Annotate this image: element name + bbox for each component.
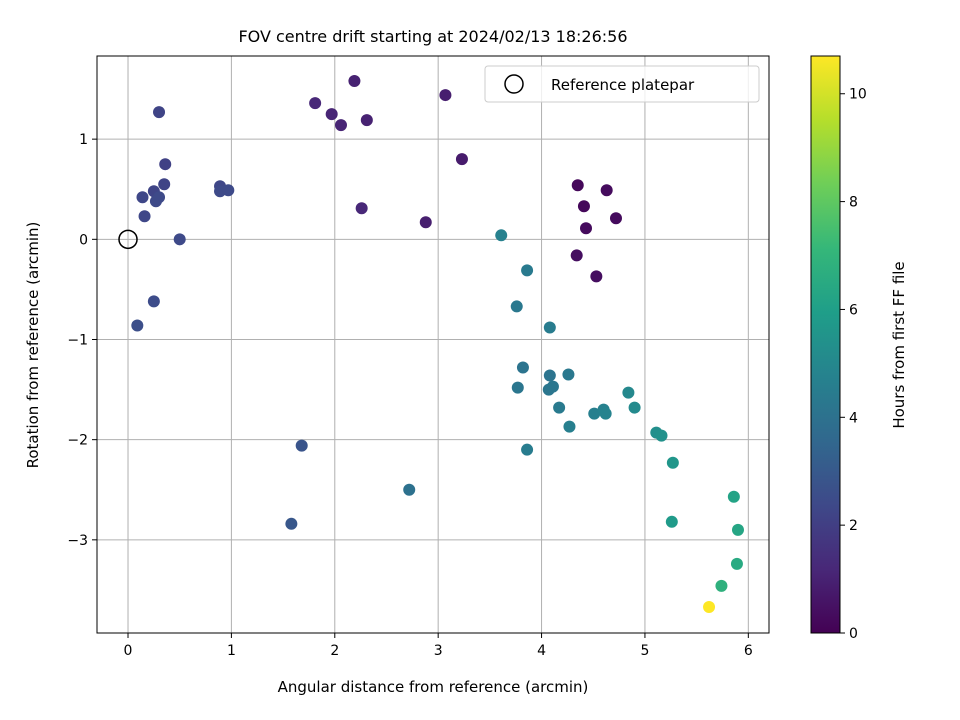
colorbar-tick-label: 4 — [849, 410, 858, 426]
x-tick-label: 4 — [537, 643, 546, 659]
scatter-point — [360, 114, 373, 127]
scatter-point — [715, 579, 728, 592]
scatter-point — [577, 200, 590, 213]
scatter-point — [521, 443, 534, 456]
y-tick-label: −3 — [67, 533, 88, 549]
scatter-point — [731, 523, 744, 536]
colorbar-ticks: 0 2 4 6 8 10 — [840, 87, 867, 642]
scatter-point — [403, 483, 416, 496]
scatter-point — [355, 202, 368, 215]
y-tick-label: 0 — [79, 232, 88, 248]
scatter-point — [590, 270, 603, 283]
scatter-point — [516, 361, 529, 374]
scatter-point — [309, 97, 322, 110]
scatter-point — [419, 216, 432, 229]
scatter-point — [543, 321, 556, 334]
y-axis-ticks: −3 −2 −1 0 1 — [67, 132, 97, 549]
scatter-point — [588, 407, 601, 420]
scatter-point — [542, 383, 555, 396]
scatter-point — [580, 222, 593, 235]
colorbar-tick-label: 2 — [849, 518, 858, 534]
scatter-point — [571, 179, 584, 192]
scatter-points — [131, 75, 744, 613]
scatter-point — [325, 108, 338, 121]
scatter-point — [495, 229, 508, 242]
scatter-point — [628, 401, 641, 414]
scatter-point — [173, 233, 186, 246]
colorbar-tick-label: 0 — [849, 626, 858, 642]
x-tick-label: 0 — [124, 643, 133, 659]
scatter-point — [455, 153, 468, 166]
scatter-point — [543, 369, 556, 382]
x-tick-label: 5 — [640, 643, 649, 659]
y-tick-label: −1 — [67, 332, 88, 348]
x-axis-ticks: 0 1 2 3 4 5 6 — [124, 633, 753, 659]
scatter-point — [149, 195, 162, 208]
scatter-point — [136, 191, 149, 204]
y-tick-label: 1 — [79, 132, 88, 148]
scatter-point — [222, 184, 235, 197]
scatter-point — [521, 264, 534, 277]
legend-label: Reference platepar — [551, 76, 695, 94]
scatter-point — [665, 515, 678, 528]
scatter-point — [727, 490, 740, 503]
y-tick-label: −2 — [67, 433, 88, 449]
reference-platepar-marker — [118, 229, 138, 250]
scatter-point — [334, 119, 347, 132]
scatter-point — [147, 295, 160, 308]
scatter-point — [730, 557, 743, 570]
scatter-point — [348, 75, 361, 88]
grid — [97, 56, 769, 633]
colorbar-label: Hours from first FF file — [890, 261, 908, 428]
scatter-point — [553, 401, 566, 414]
scatter-point — [510, 300, 523, 313]
legend-box — [484, 65, 760, 103]
scatter-point — [285, 517, 298, 530]
x-tick-label: 6 — [744, 643, 753, 659]
colorbar-tick-label: 10 — [849, 87, 867, 103]
scatter-point — [439, 89, 452, 102]
scatter-point — [622, 386, 635, 399]
scatter-point — [600, 184, 613, 197]
scatter-point — [609, 212, 622, 225]
x-tick-label: 2 — [330, 643, 339, 659]
colorbar-tick-label: 6 — [849, 302, 858, 318]
scatter-point — [131, 319, 144, 332]
x-axis-label: Angular distance from reference (arcmin) — [278, 678, 589, 696]
scatter-point — [666, 456, 679, 469]
scatter-point — [563, 420, 576, 433]
legend-marker-icon — [504, 74, 524, 94]
scatter-point — [138, 210, 151, 223]
x-tick-label: 3 — [434, 643, 443, 659]
chart-title: FOV centre drift starting at 2024/02/13 … — [238, 27, 627, 46]
scatter-point — [511, 381, 524, 394]
plot-frame — [96, 55, 770, 634]
scatter-point — [655, 429, 668, 442]
scatter-point — [599, 407, 612, 420]
scatter-point — [295, 439, 308, 452]
scatter-point — [153, 106, 166, 119]
scatter-point — [703, 600, 716, 613]
scatter-point — [570, 249, 583, 262]
colorbar — [810, 55, 841, 634]
colorbar-tick-label: 8 — [849, 195, 858, 211]
scatter-point — [159, 158, 172, 171]
x-tick-label: 1 — [227, 643, 236, 659]
scatter-point — [562, 368, 575, 381]
legend: Reference platepar — [484, 65, 760, 103]
scatter-point — [158, 178, 171, 191]
y-axis-label: Rotation from reference (arcmin) — [24, 222, 42, 469]
